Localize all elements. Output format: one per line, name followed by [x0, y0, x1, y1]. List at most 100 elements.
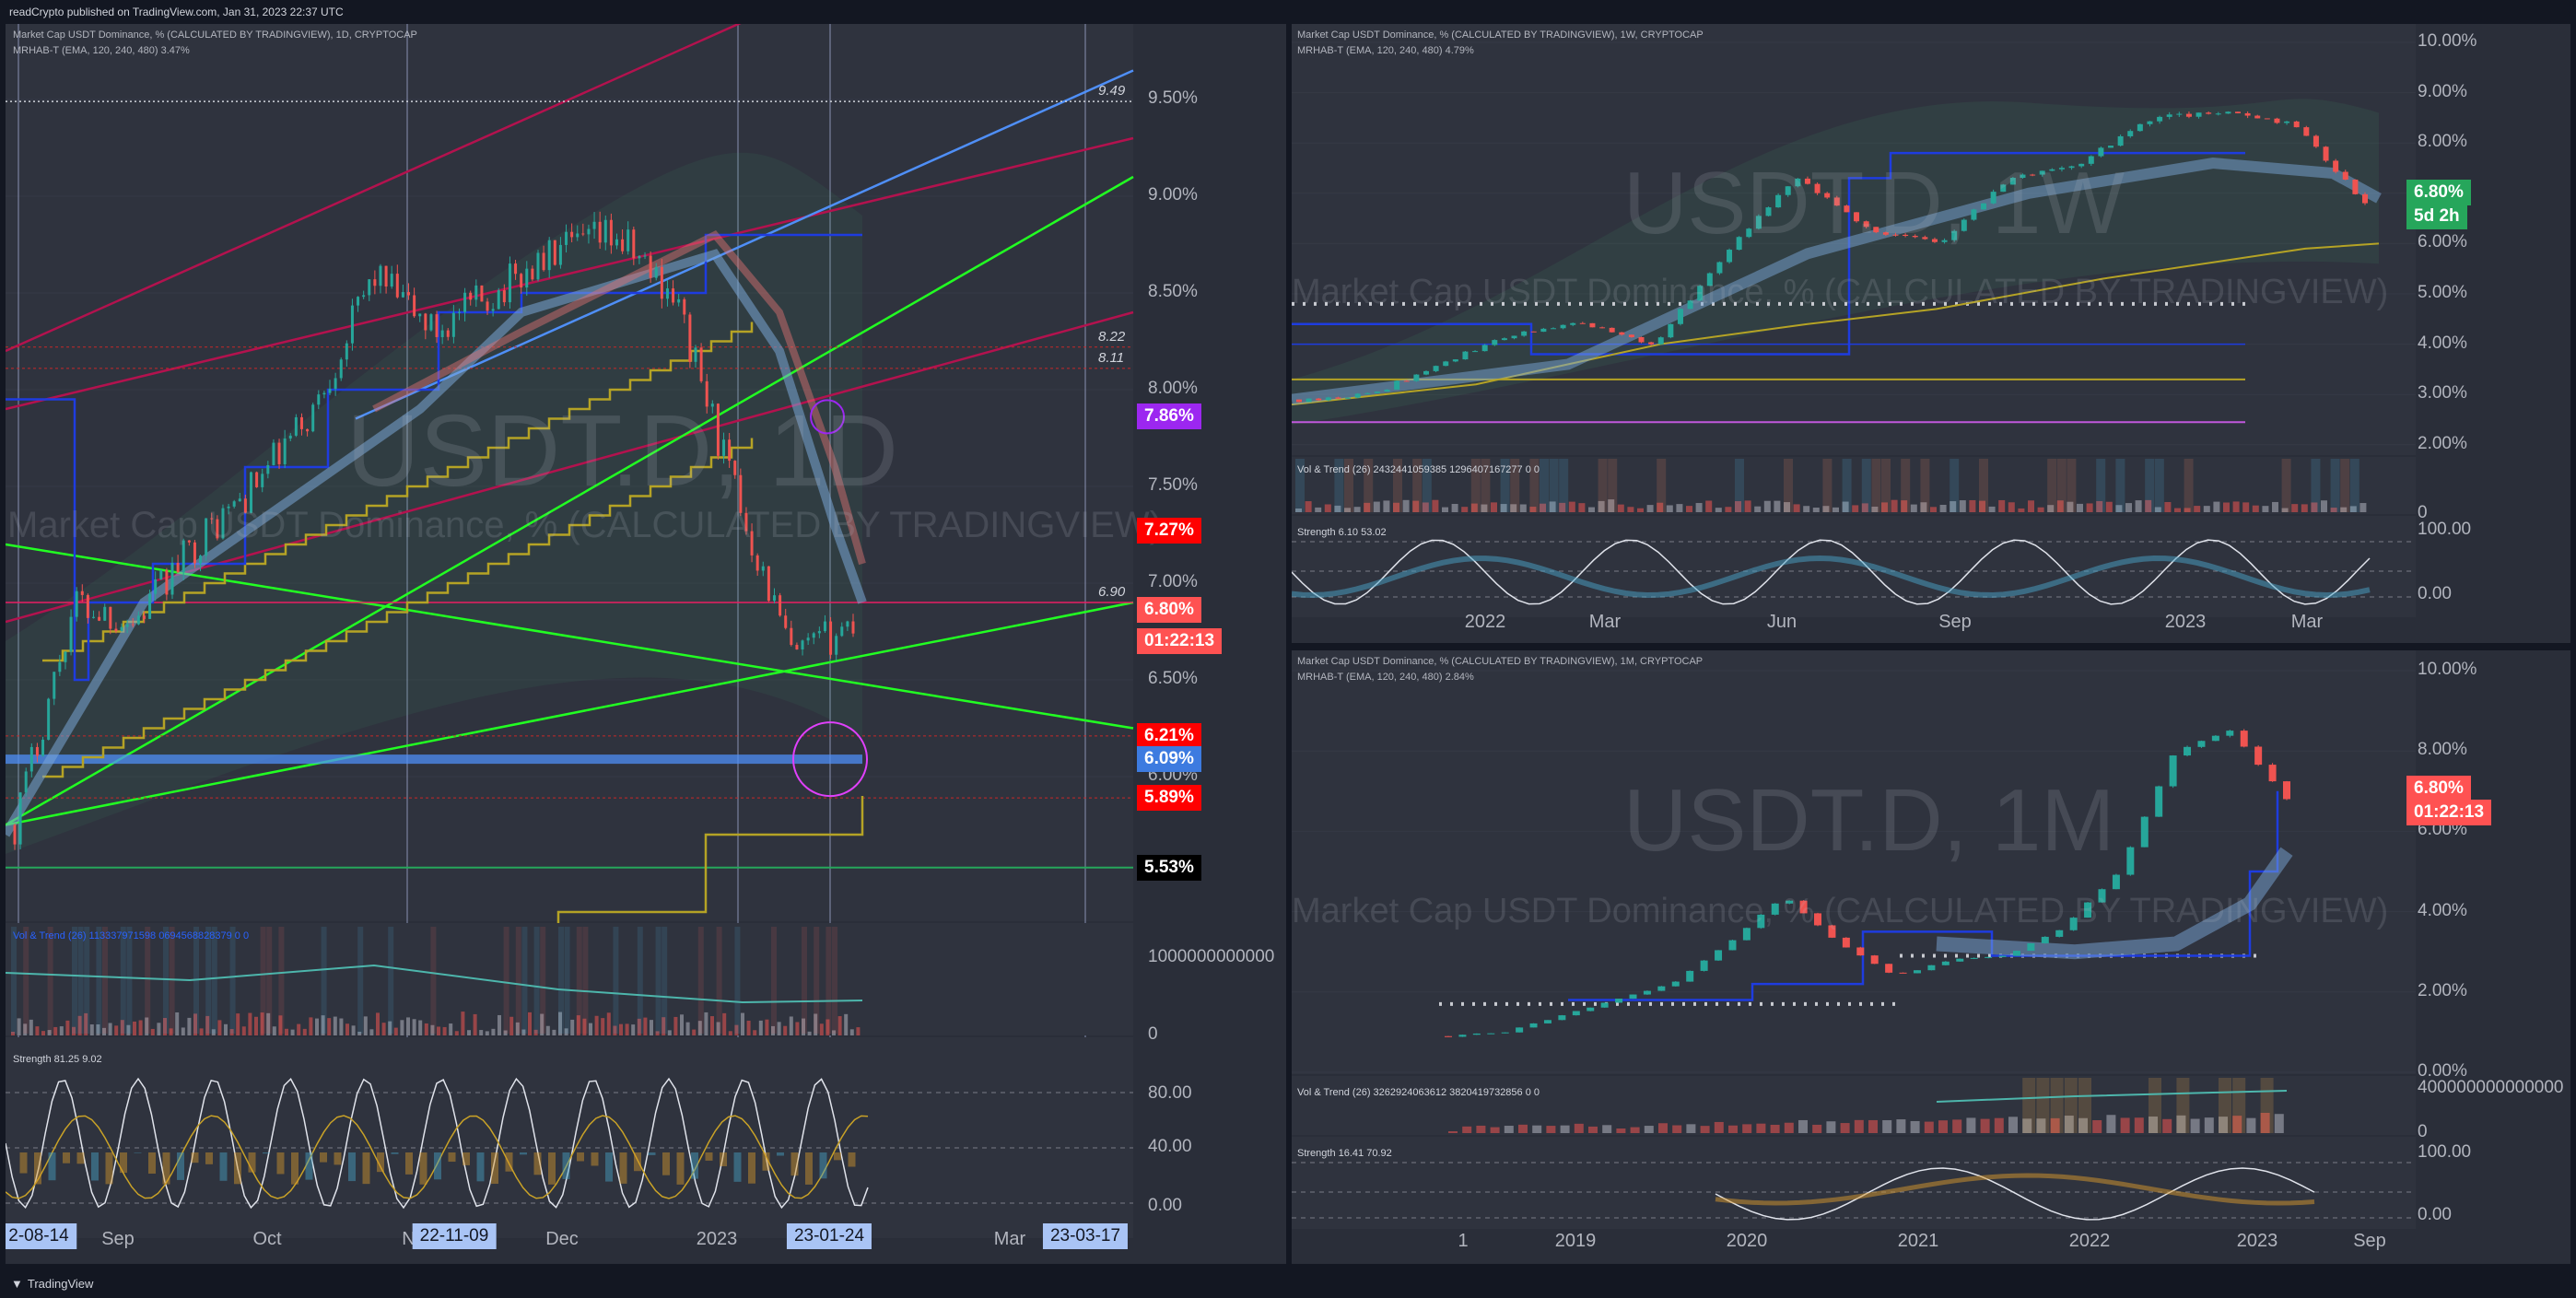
- daily-vol-shade: [357, 927, 364, 1034]
- monthly-chart-svg[interactable]: [1292, 650, 2570, 1264]
- daily-vol-bar: [84, 1012, 88, 1035]
- weekly-vol-bar: [2086, 503, 2093, 512]
- daily-vol-bar: [236, 1013, 240, 1035]
- weekly-vol-bar: [1500, 504, 1507, 512]
- weekly-body: [1981, 203, 1987, 210]
- daily-body: [576, 233, 580, 238]
- daily-vol-bar: [589, 1023, 592, 1035]
- weekly-vol-bar: [1705, 500, 1713, 512]
- daily-strength-hist: [720, 1152, 727, 1166]
- daily-strength-hist: [448, 1152, 456, 1163]
- monthly-body: [1558, 1015, 1566, 1021]
- weekly-vol-shade: [1920, 459, 1930, 512]
- weekly-body: [2215, 113, 2221, 115]
- monthly-vol-bar: [1644, 1126, 1654, 1133]
- weekly-vol-shade: [1881, 459, 1891, 512]
- weekly-body: [2127, 131, 2134, 136]
- daily-vol-bar: [169, 1028, 173, 1035]
- weekly-body: [1354, 393, 1361, 398]
- daily-vol-bar: [211, 1029, 216, 1035]
- daily-vol-bar: [102, 1027, 106, 1035]
- monthly-body: [1529, 1023, 1538, 1028]
- daily-vol-shade: [655, 927, 662, 1034]
- monthly-strength-bg: [1292, 1137, 2416, 1229]
- daily-strength-hist: [134, 1152, 142, 1153]
- daily-vol-bar: [515, 1022, 520, 1035]
- daily-body: [131, 624, 135, 626]
- daily-strength-hist: [191, 1152, 199, 1164]
- daily-vol-shade: [832, 927, 837, 1034]
- weekly-olive-trend: [1292, 242, 2380, 406]
- monthly-vol-bar: [1448, 1130, 1458, 1133]
- weekly-vol-bar: [2330, 508, 2337, 512]
- daily-vol-bar: [272, 1026, 276, 1035]
- daily-vol-bar: [96, 1024, 100, 1035]
- weekly-body: [1570, 322, 1576, 325]
- daily-x-date-box[interactable]: 23-01-24: [786, 1223, 872, 1249]
- daily-candles: [13, 211, 855, 850]
- monthly-body: [1913, 970, 1921, 974]
- monthly-vol-bar: [1896, 1119, 1906, 1133]
- daily-body: [24, 771, 28, 793]
- weekly-vol-shade: [1540, 459, 1549, 512]
- weekly-chart-pane[interactable]: Market Cap USDT Dominance, % (CALCULATED…: [1292, 24, 2570, 643]
- daily-body: [187, 540, 191, 543]
- weekly-strength-bg: [1292, 516, 2416, 617]
- weekly-body: [2000, 184, 2007, 193]
- daily-vol-bar: [594, 1015, 599, 1035]
- daily-strength-hist: [548, 1152, 556, 1185]
- brand-text: TradingView: [27, 1277, 94, 1291]
- weekly-price-label: 2.00%: [2418, 433, 2467, 453]
- weekly-body: [1716, 262, 1723, 274]
- daily-x-date-box[interactable]: 23-03-17: [1042, 1223, 1129, 1249]
- daily-chart-svg[interactable]: [6, 24, 1286, 1264]
- daily-vol-bar: [181, 1027, 185, 1035]
- daily-price-badge: 6.80%: [1137, 597, 1201, 624]
- daily-blue-band-609: [6, 754, 862, 765]
- weekly-body: [1961, 219, 1967, 231]
- weekly-vol-shade: [2311, 459, 2321, 512]
- weekly-legend-text: Market Cap USDT Dominance, % (CALCULATED…: [1297, 29, 1704, 41]
- weekly-vol-shade: [2056, 459, 2067, 512]
- daily-body: [497, 290, 500, 310]
- monthly-vol-bar: [1980, 1118, 1990, 1133]
- weekly-vol-shade: [2340, 459, 2350, 512]
- daily-vol-shade: [662, 927, 668, 1034]
- monthly-body: [1856, 947, 1865, 956]
- monthly-vol-shade: [2050, 1078, 2064, 1133]
- monthly-body: [1985, 956, 1993, 958]
- daily-vol-bar: [138, 1020, 143, 1035]
- tv-logo-icon: ▼: [11, 1277, 23, 1291]
- daily-body: [238, 498, 241, 502]
- daily-body: [846, 621, 849, 627]
- monthly-vol-bar: [1966, 1117, 1976, 1133]
- daily-price-badge: 7.27%: [1137, 518, 1201, 544]
- daily-line-tag: 9.49: [1098, 83, 1126, 99]
- daily-x-date-box[interactable]: 22-11-09: [412, 1223, 497, 1249]
- weekly-body: [2078, 163, 2085, 167]
- daily-body: [109, 606, 112, 629]
- weekly-vol-shade: [2067, 459, 2077, 512]
- weekly-body: [1795, 178, 1801, 187]
- monthly-body: [1970, 957, 1978, 959]
- tradingview-logo[interactable]: ▼ TradingView: [11, 1277, 93, 1291]
- weekly-vol-bar: [1510, 504, 1517, 512]
- monthly-vol-bar: [2092, 1120, 2102, 1133]
- monthly-body: [1543, 1020, 1551, 1023]
- daily-chart-pane[interactable]: Market Cap USDT Dominance, % (CALCULATED…: [6, 24, 1286, 1264]
- daily-vol-bar: [29, 1019, 33, 1035]
- daily-vol-bar: [637, 1018, 641, 1035]
- monthly-legend-text: Market Cap USDT Dominance, % (CALCULATED…: [1297, 656, 1704, 667]
- monthly-chart-pane[interactable]: Market Cap USDT Dominance, % (CALCULATED…: [1292, 650, 2570, 1264]
- daily-x-date-box[interactable]: 2-08-14: [6, 1223, 76, 1249]
- weekly-body: [1530, 331, 1537, 333]
- daily-vol-bar: [558, 1012, 562, 1035]
- weekly-vol-legend: Vol & Trend (26) 2432441059385 129640716…: [1297, 464, 1540, 475]
- daily-strength-hist: [790, 1152, 799, 1176]
- weekly-chart-svg[interactable]: [1292, 24, 2570, 643]
- daily-vol-bar: [545, 1025, 550, 1035]
- daily-vol-bar: [290, 1029, 295, 1035]
- monthly-x-label: 2022: [2068, 1231, 2111, 1251]
- daily-vol-bar: [680, 1014, 684, 1035]
- daily-vol-bar: [844, 1013, 849, 1035]
